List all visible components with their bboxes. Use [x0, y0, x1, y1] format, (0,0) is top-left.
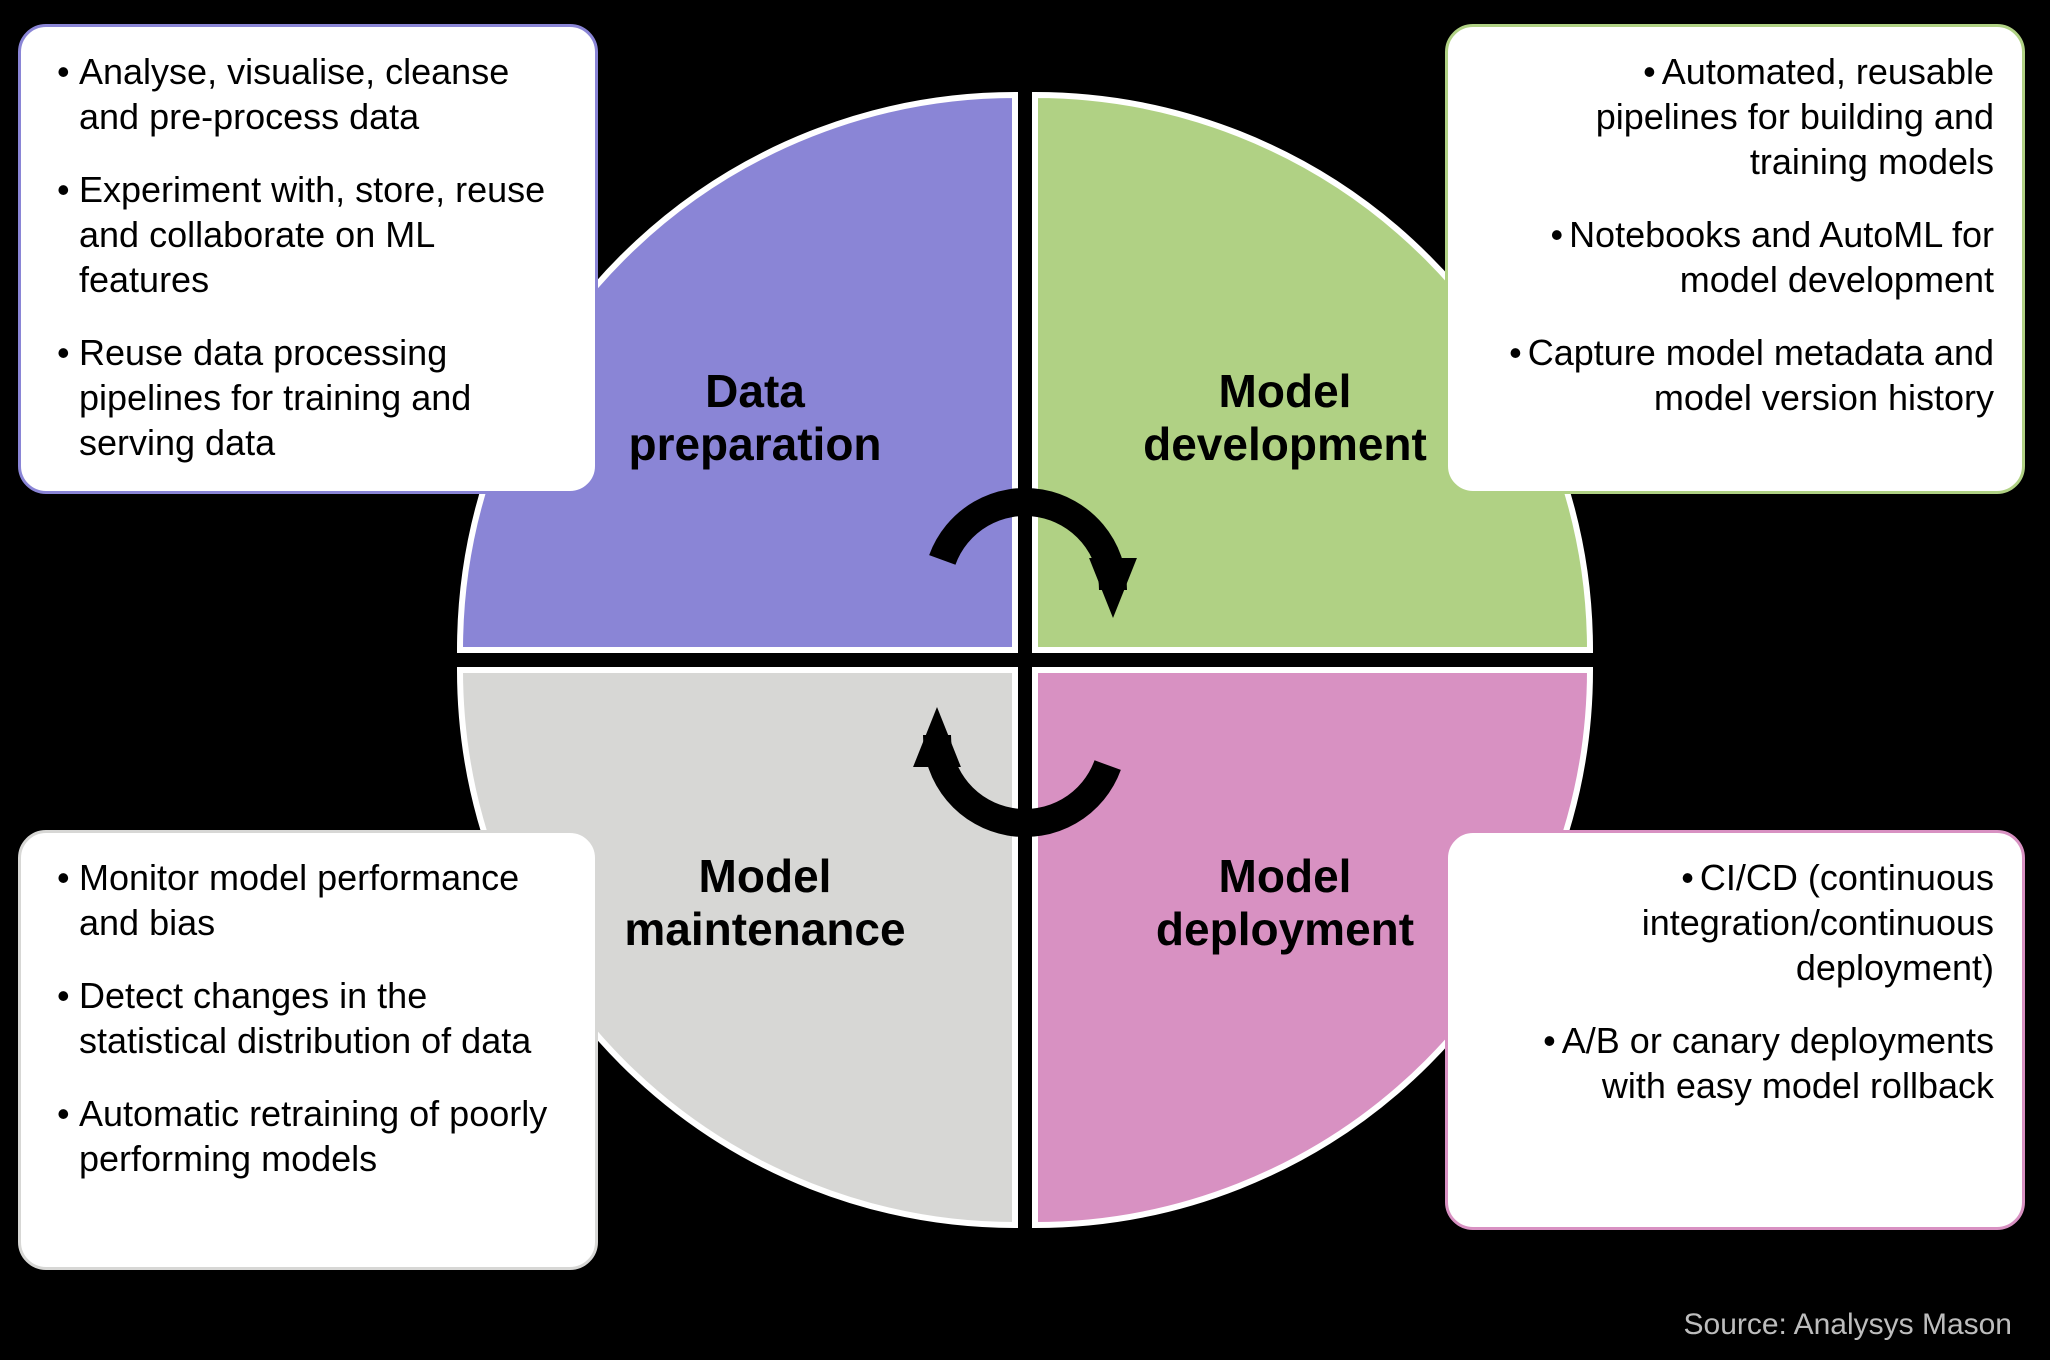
- cycle-arrow-bottom: [937, 735, 1108, 823]
- cycle-arrows-icon: [0, 0, 2050, 1360]
- source-attribution: Source: Analysys Mason: [1684, 1308, 2013, 1342]
- cycle-arrow-top-head: [1089, 558, 1137, 618]
- diagram-canvas: Analyse, visualise, cleanse and pre-proc…: [0, 0, 2050, 1360]
- cycle-arrow-top: [942, 502, 1113, 590]
- cycle-arrow-bottom-head: [913, 707, 961, 767]
